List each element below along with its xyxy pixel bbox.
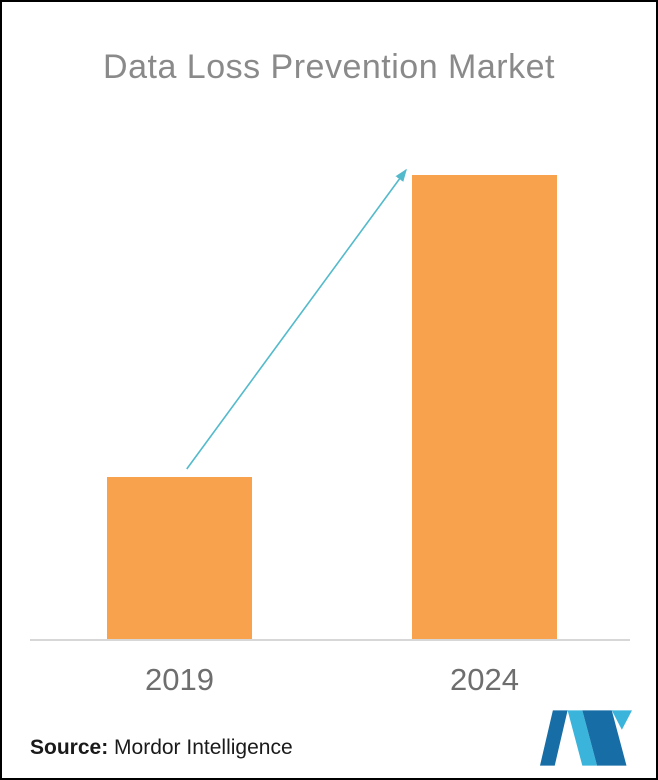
bar-2024 bbox=[412, 175, 557, 640]
chart-title: Data Loss Prevention Market bbox=[103, 48, 555, 86]
source-text: Mordor Intelligence bbox=[114, 736, 293, 759]
logo-left-bar bbox=[540, 710, 568, 766]
mordor-intelligence-logo bbox=[540, 710, 632, 766]
source-attribution: Source: Mordor Intelligence bbox=[30, 736, 293, 760]
x-axis-line bbox=[30, 639, 630, 641]
bar-2019 bbox=[107, 477, 252, 640]
x-tick-2024: 2024 bbox=[450, 662, 519, 697]
logo-middle-stripe bbox=[567, 710, 598, 766]
x-tick-2019: 2019 bbox=[145, 662, 214, 697]
source-label: Source: bbox=[30, 736, 109, 759]
logo-corner-triangle bbox=[611, 710, 632, 730]
